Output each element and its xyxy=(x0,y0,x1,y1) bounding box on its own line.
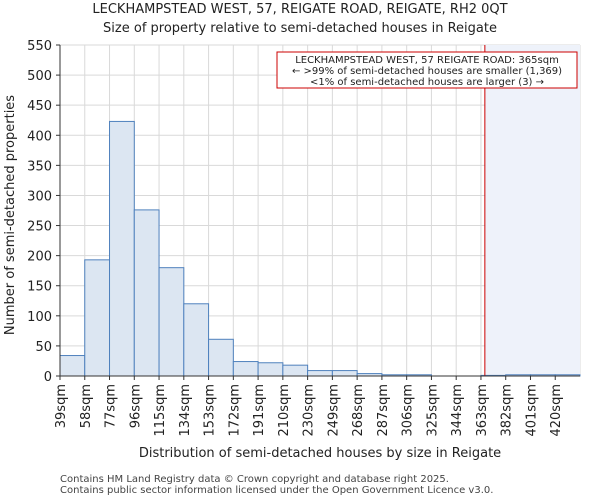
bar-77sqm xyxy=(109,120,135,377)
x-tick-label: 134sqm xyxy=(178,384,193,437)
bars-group xyxy=(59,120,581,377)
x-tick-label: 58sqm xyxy=(79,384,94,428)
footer-line-1: Contains HM Land Registry data © Crown c… xyxy=(60,474,449,485)
x-tick-label: 401sqm xyxy=(524,384,539,437)
bar-172sqm xyxy=(232,361,259,377)
x-tick-labels: 39sqm 58sqm 77sqm 96sqm 115sqm 134sqm 153sqm 17… xyxy=(54,376,564,437)
x-tick-label: 77sqm xyxy=(104,384,119,428)
highlight-region xyxy=(484,45,580,376)
x-tick-label: 363sqm xyxy=(475,384,490,437)
annotation-line-3: <1% of semi-detached houses are larger (… xyxy=(310,77,544,88)
x-tick-label: 115sqm xyxy=(153,384,168,437)
annotation-box: LECKHAMPSTEAD WEST, 57 REIGATE ROAD: 365… xyxy=(276,51,578,89)
x-axis-label: Distribution of semi-detached houses by … xyxy=(139,446,501,461)
x-tick-label: 191sqm xyxy=(252,384,267,437)
y-tick-label: 250 xyxy=(27,220,52,235)
bar-96sqm xyxy=(133,209,160,377)
chart-title: LECKHAMPSTEAD WEST, 57, REIGATE ROAD, RE… xyxy=(92,2,507,17)
annotation-frame xyxy=(276,51,578,89)
x-tick-label: 39sqm xyxy=(54,384,69,428)
x-tick-label: 306sqm xyxy=(401,384,416,437)
x-tick-label: 153sqm xyxy=(203,384,218,437)
x-tick-label: 172sqm xyxy=(227,384,242,437)
bar-191sqm xyxy=(257,362,284,377)
y-tick-label: 50 xyxy=(35,340,52,355)
x-tick-label: 96sqm xyxy=(128,384,143,428)
bar-58sqm xyxy=(84,259,111,377)
annotation-line-1: LECKHAMPSTEAD WEST, 57 REIGATE ROAD: 365… xyxy=(295,55,559,66)
bar-249sqm xyxy=(331,370,358,377)
y-tick-label: 150 xyxy=(27,280,52,295)
y-tick-label: 300 xyxy=(27,189,52,204)
y-tick-label: 100 xyxy=(27,310,52,325)
chart-subtitle: Size of property relative to semi-detach… xyxy=(103,21,497,36)
y-tick-label: 350 xyxy=(27,159,52,174)
footer-line-2: Contains public sector information licen… xyxy=(60,485,494,496)
bar-115sqm xyxy=(158,267,185,377)
annotation-line-2: ← >99% of semi-detached houses are small… xyxy=(292,66,562,77)
y-tick-label: 550 xyxy=(27,39,52,54)
bar-134sqm xyxy=(183,303,210,377)
y-axis-label: Number of semi-detached properties xyxy=(3,95,18,335)
bar-230sqm xyxy=(307,370,333,377)
bar-39sqm xyxy=(59,355,86,377)
y-tick-label: 500 xyxy=(27,69,52,84)
y-tick-label: 0 xyxy=(44,370,52,385)
x-tick-label: 382sqm xyxy=(500,384,515,437)
bar-210sqm xyxy=(282,364,309,377)
x-tick-label: 325sqm xyxy=(425,384,440,437)
x-tick-label: 344sqm xyxy=(450,384,465,437)
y-tick-labels: 0 50 100 150 200 250 300 350 400 450 500 550 xyxy=(27,39,60,385)
x-tick-label: 287sqm xyxy=(376,384,391,437)
y-tick-label: 400 xyxy=(27,129,52,144)
x-tick-label: 249sqm xyxy=(326,384,341,437)
x-tick-label: 230sqm xyxy=(302,384,317,437)
y-tick-label: 200 xyxy=(27,250,52,265)
axes xyxy=(59,45,580,377)
x-tick-label: 420sqm xyxy=(549,384,564,437)
x-tick-label: 268sqm xyxy=(351,384,366,437)
y-tick-label: 450 xyxy=(27,99,52,114)
x-tick-label: 210sqm xyxy=(277,384,292,437)
bar-153sqm xyxy=(208,338,234,377)
